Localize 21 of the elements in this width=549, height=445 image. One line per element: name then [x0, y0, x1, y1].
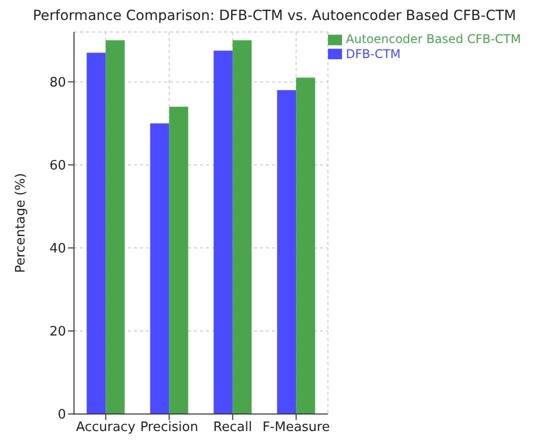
y-axis-title: Percentage (%): [14, 173, 29, 273]
x-tick-label: Recall: [213, 420, 252, 436]
legend-label: DFB-CTM: [346, 46, 401, 61]
bar: [296, 78, 316, 414]
x-tick-label: F-Measure: [262, 420, 330, 436]
bar: [106, 40, 125, 414]
x-tick-label: Precision: [140, 420, 198, 436]
bar: [232, 40, 252, 414]
bar: [214, 50, 233, 414]
y-tick-label: 20: [49, 324, 66, 340]
y-tick-label: 40: [49, 242, 66, 257]
y-tick-label: 60: [49, 158, 66, 174]
y-tick-label: 0: [58, 408, 66, 423]
legend-label: Autoencoder Based CFB-CTM: [346, 32, 521, 46]
bar: [277, 90, 296, 414]
bar: [150, 123, 170, 414]
y-tick-label: 80: [49, 75, 66, 90]
bar: [169, 106, 188, 414]
x-tick-label: Accuracy: [76, 420, 136, 436]
bar: [86, 52, 106, 414]
chart-title: Performance Comparison: DFB-CTM vs. Autoencoder Based CFB-CTM: [32, 8, 518, 26]
